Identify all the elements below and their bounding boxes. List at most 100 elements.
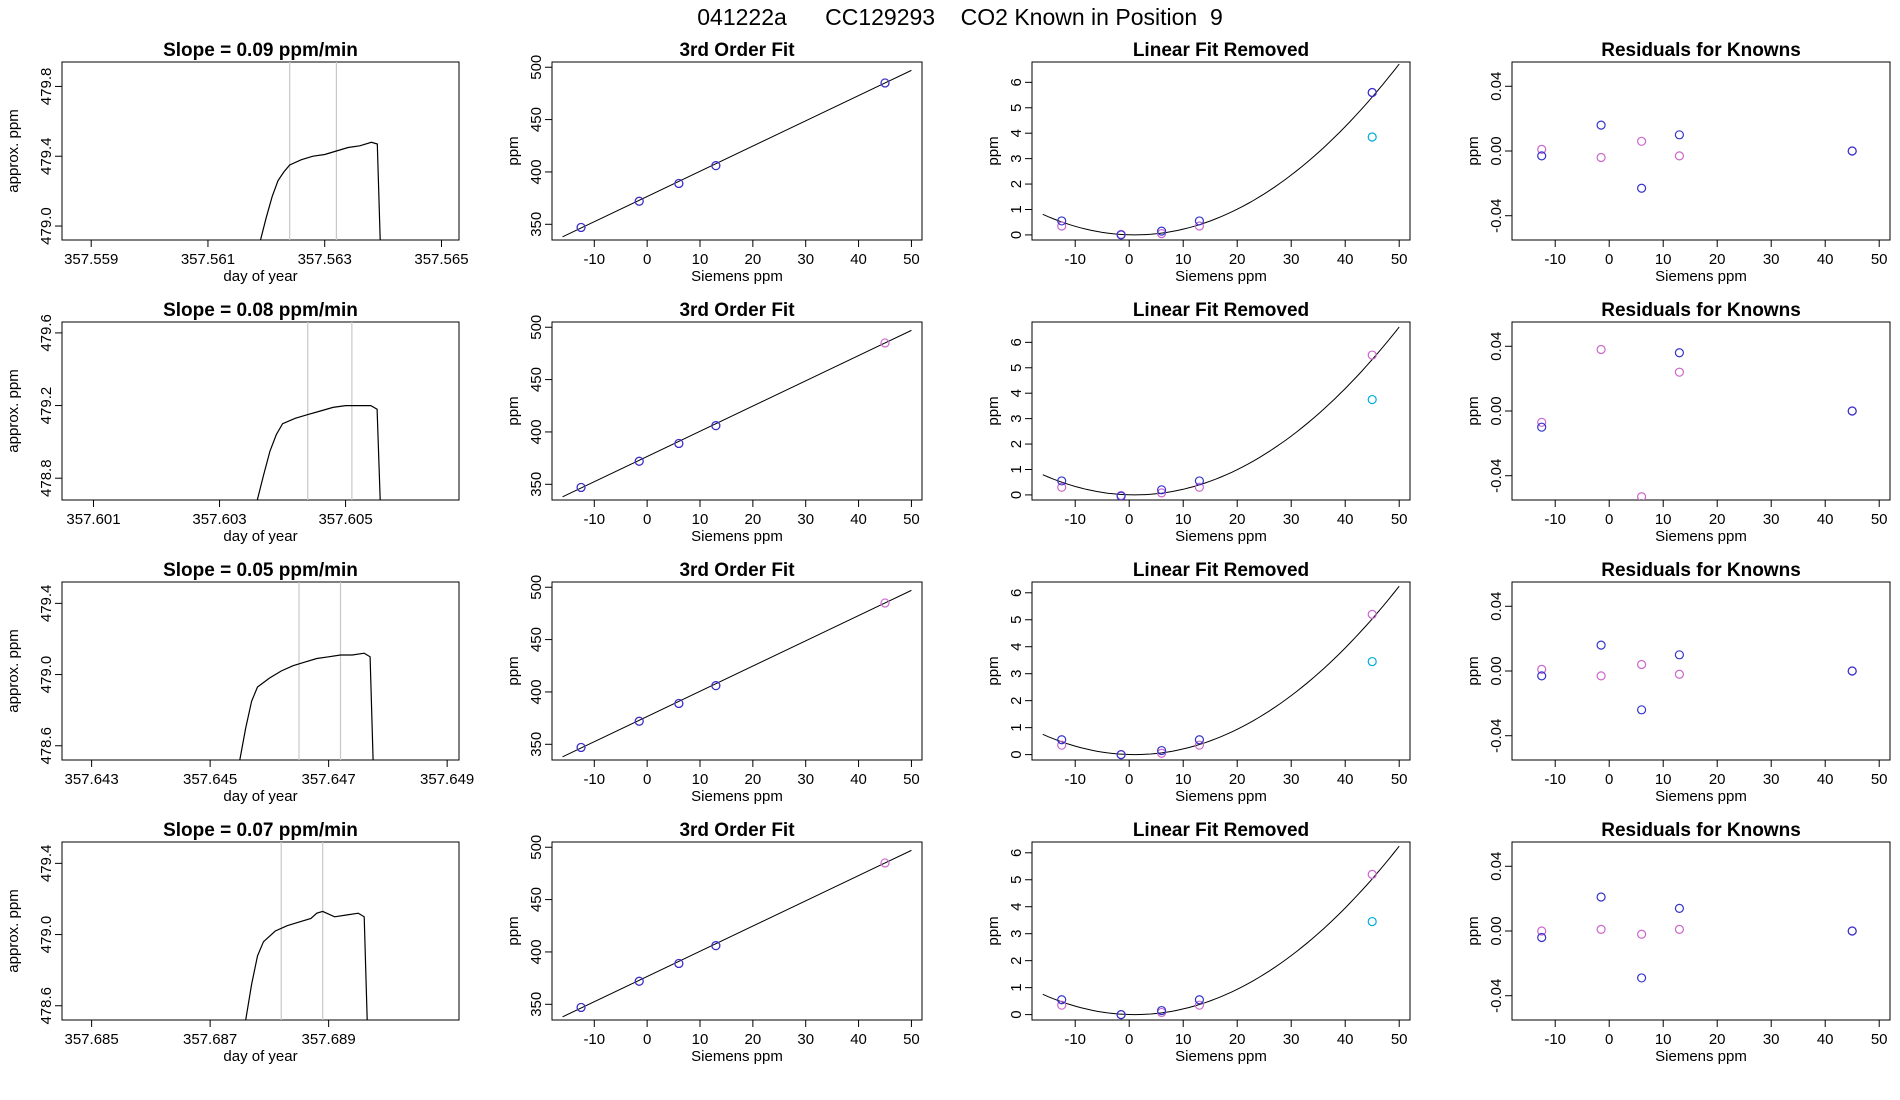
panel-r4-c3: Linear Fit Removed -10 0 10 20 30 40 50 0 1 2 3 4 5 6 S…: [985, 820, 1411, 1065]
y-tick-label: 400: [528, 419, 545, 444]
series-line: [259, 141, 381, 240]
data-layer: [256, 322, 381, 500]
y-tick-label: 2: [1008, 180, 1025, 188]
x-tick-label: 20: [745, 251, 762, 268]
y-axis-label: ppm: [505, 136, 522, 165]
y-axis-label: approx. ppm: [5, 629, 22, 712]
y-tick-label: 4: [1008, 643, 1025, 651]
data-layer: [1537, 640, 1857, 715]
data-point: [634, 196, 644, 206]
panel-title: Residuals for Knowns: [1601, 820, 1801, 841]
y-axis-label: approx. ppm: [5, 369, 22, 452]
panel-title: Slope = 0.09 ppm/min: [163, 40, 358, 61]
data-layer: [1537, 120, 1857, 193]
data-point: [1674, 367, 1685, 377]
data-point: [1057, 740, 1067, 750]
y-tick-label: 350: [528, 472, 545, 497]
plot-frame: [1031, 581, 1411, 761]
data-point: [1596, 344, 1606, 355]
x-tick-label: 20: [1229, 1031, 1246, 1048]
x-tick-label: 357.561: [181, 251, 235, 268]
panel-title: Slope = 0.08 ppm/min: [163, 300, 358, 321]
data-point: [1057, 735, 1067, 745]
x-tick-label: 30: [1763, 511, 1780, 528]
panel-r2-c2: 3rd Order Fit -10 0 10 20 30 40 50 350 400 450 500 S…: [505, 300, 923, 545]
data-point: [1116, 230, 1126, 240]
x-tick-label: 30: [1283, 251, 1300, 268]
x-tick-label: 10: [1175, 771, 1192, 788]
x-tick-label: 10: [692, 251, 709, 268]
x-tick-label: 20: [745, 511, 762, 528]
panel-r3-c1: Slope = 0.05 ppm/min 357.643 357.645 357.64…: [5, 560, 474, 805]
x-tick-label: -10: [1544, 771, 1566, 788]
y-tick-label: 3: [1008, 154, 1025, 162]
plot-frame: [61, 841, 460, 1021]
x-tick-label: 10: [1655, 771, 1672, 788]
x-tick-label: 20: [1709, 251, 1726, 268]
y-tick-label: 2: [1008, 956, 1025, 964]
data-point: [1537, 926, 1547, 936]
data-point: [1847, 406, 1857, 416]
x-tick-label: 0: [1125, 251, 1133, 268]
y-tick-label: 478.6: [38, 727, 55, 765]
x-tick-label: 0: [643, 1031, 651, 1048]
data-point: [880, 78, 890, 88]
data-point: [1674, 669, 1685, 679]
y-tick-label: 0.04: [1488, 852, 1505, 881]
data-point: [711, 681, 721, 691]
y-tick-label: 400: [528, 939, 545, 964]
x-tick-label: 40: [1817, 251, 1834, 268]
data-point: [1847, 146, 1857, 156]
data-point: [1156, 229, 1167, 239]
x-tick-label: 357.647: [302, 771, 356, 788]
panel-title: Linear Fit Removed: [1133, 300, 1309, 321]
x-tick-label: 30: [1763, 1031, 1780, 1048]
y-tick-label: 1: [1008, 723, 1025, 731]
x-axis-label: day of year: [223, 788, 297, 805]
panel-r1-c1: Slope = 0.09 ppm/min 357.559 357.561 357.56…: [5, 40, 469, 285]
x-axis-label: day of year: [223, 528, 297, 545]
y-tick-label: 4: [1008, 389, 1025, 397]
plot-frame: [1511, 61, 1891, 241]
fit-curve: [1042, 326, 1400, 496]
fit-line: [562, 589, 912, 758]
x-axis-label: Siemens ppm: [1655, 268, 1747, 285]
panel-title: 3rd Order Fit: [679, 300, 795, 321]
x-tick-label: 20: [1709, 771, 1726, 788]
plot-frame: [61, 61, 460, 241]
data-point: [1636, 136, 1647, 146]
panel-r4-c1: Slope = 0.07 ppm/min 357.685 357.687 357.68…: [5, 820, 460, 1065]
plot-frame: [1031, 841, 1411, 1021]
data-point: [711, 941, 721, 951]
x-tick-label: 40: [850, 771, 867, 788]
x-tick-label: -10: [1544, 251, 1566, 268]
data-point: [880, 598, 890, 608]
x-tick-label: 20: [1709, 1031, 1726, 1048]
data-point: [1116, 1010, 1126, 1020]
y-tick-label: 5: [1008, 616, 1025, 624]
x-tick-label: 20: [1229, 511, 1246, 528]
panel-r1-c2: 3rd Order Fit -10 0 10 20 30 40 50 350 400 450 500 S…: [505, 40, 923, 285]
x-tick-label: 50: [1391, 771, 1408, 788]
x-tick-label: 357.603: [192, 511, 246, 528]
data-point: [576, 742, 586, 753]
plot-frame: [1031, 61, 1411, 241]
fit-curve: [1042, 585, 1400, 756]
x-axis-label: day of year: [223, 268, 297, 285]
series-line: [245, 910, 368, 1020]
y-tick-label: 350: [528, 732, 545, 757]
y-axis-label: ppm: [1465, 656, 1482, 685]
x-tick-label: 10: [1175, 1031, 1192, 1048]
data-layer: [239, 582, 374, 760]
x-tick-label: 10: [692, 511, 709, 528]
y-tick-label: 0.04: [1488, 72, 1505, 101]
x-tick-label: 10: [1655, 251, 1672, 268]
x-tick-label: 357.601: [66, 511, 120, 528]
data-point: [880, 858, 890, 868]
plot-frame: [551, 61, 923, 241]
data-point: [674, 958, 684, 969]
data-point: [1194, 216, 1205, 226]
data-point: [1367, 869, 1377, 879]
data-point: [1194, 1000, 1205, 1010]
data-point: [1194, 735, 1205, 745]
